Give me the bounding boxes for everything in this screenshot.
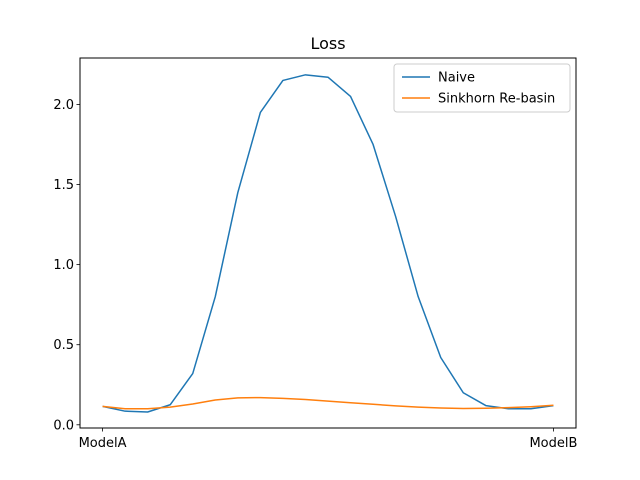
y-tick-label: 1.0 (53, 258, 74, 273)
y-tick-label: 0.5 (53, 338, 74, 353)
plot-frame (79, 57, 577, 429)
legend: Naive Sinkhorn Re-basin (393, 63, 571, 113)
series-line-0 (102, 74, 554, 413)
x-axis: ModelA ModelB (79, 428, 577, 451)
legend-label-1: Sinkhorn Re-basin (438, 92, 555, 107)
y-tick-label: 1.5 (53, 178, 74, 193)
chart-title: Loss (310, 34, 345, 53)
x-tick-label: ModelB (529, 436, 577, 451)
plot-area (102, 74, 554, 413)
legend-label-0: Naive (438, 71, 475, 86)
legend-box (393, 63, 571, 113)
series-line-1 (102, 396, 554, 410)
y-tick-label: 2.0 (53, 98, 74, 113)
x-tick-label: ModelA (79, 436, 127, 451)
y-tick-label: 0.0 (53, 418, 74, 433)
y-axis: 0.0 0.5 1.0 1.5 2.0 (53, 98, 80, 433)
